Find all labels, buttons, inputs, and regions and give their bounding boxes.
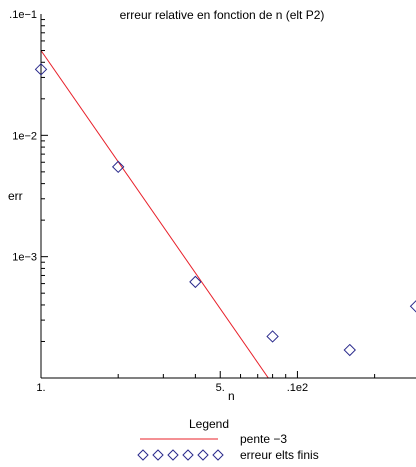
legend-swatch-diamond: [212, 449, 224, 461]
legend-swatch-diamond: [152, 449, 164, 461]
legend-swatch-diamond: [167, 449, 179, 461]
x-tick-label: 5.: [216, 382, 225, 394]
legend-swatch-diamond: [137, 449, 149, 461]
data-point: [111, 160, 125, 174]
y-tick-label: 1e−2: [12, 130, 37, 142]
data-point: [343, 343, 356, 357]
data-markers: [34, 63, 416, 357]
legend-label: erreur elts finis: [240, 448, 319, 462]
data-point: [266, 330, 279, 343]
legend-swatch-diamond: [197, 449, 209, 461]
x-tick-label: .1e2: [287, 382, 308, 394]
y-axis-label: err: [8, 189, 23, 203]
legend: Legend pente −3 erreur elts finis: [137, 417, 319, 462]
tick-labels: 1. 5. .1e2 .1e−1 1e−2 1e−3: [9, 9, 308, 394]
tick-marks: [40, 19, 376, 379]
data-point: [189, 275, 202, 289]
x-axis-label: n: [228, 389, 235, 403]
data-point: [34, 63, 48, 76]
axes: [40, 14, 416, 379]
series-line-pente: [41, 50, 269, 378]
legend-title: Legend: [189, 417, 229, 431]
data-point: [409, 300, 416, 313]
chart-title: erreur relative en fonction de n (elt P2…: [120, 8, 325, 22]
y-tick-label: 1e−3: [12, 252, 37, 264]
y-tick-label: .1e−1: [9, 9, 37, 21]
legend-swatch-diamond: [182, 449, 194, 461]
x-tick-label: 1.: [36, 382, 45, 394]
plot-area: [41, 50, 269, 378]
legend-label: pente −3: [240, 432, 287, 446]
